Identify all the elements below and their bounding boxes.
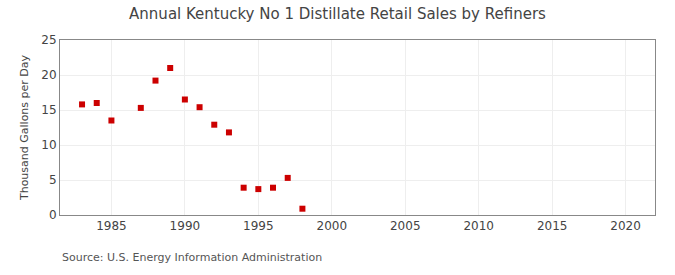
svg-text:2015: 2015 — [537, 219, 568, 233]
svg-text:10: 10 — [41, 138, 56, 152]
svg-text:2010: 2010 — [463, 219, 494, 233]
svg-text:20: 20 — [41, 68, 56, 82]
svg-text:Source: U.S. Energy Informatio: Source: U.S. Energy Information Administ… — [62, 251, 322, 264]
svg-text:25: 25 — [41, 33, 56, 47]
svg-text:2005: 2005 — [390, 219, 421, 233]
svg-text:2000: 2000 — [317, 219, 348, 233]
svg-text:5: 5 — [49, 173, 57, 187]
svg-text:1985: 1985 — [96, 219, 127, 233]
svg-text:2020: 2020 — [610, 219, 641, 233]
svg-text:Annual Kentucky No 1 Distillat: Annual Kentucky No 1 Distillate Retail S… — [129, 5, 546, 23]
svg-text:1990: 1990 — [170, 219, 201, 233]
svg-text:15: 15 — [41, 103, 56, 117]
svg-text:1995: 1995 — [243, 219, 274, 233]
svg-text:0: 0 — [49, 208, 57, 222]
svg-text:Thousand Gallons per Day: Thousand Gallons per Day — [18, 54, 31, 201]
